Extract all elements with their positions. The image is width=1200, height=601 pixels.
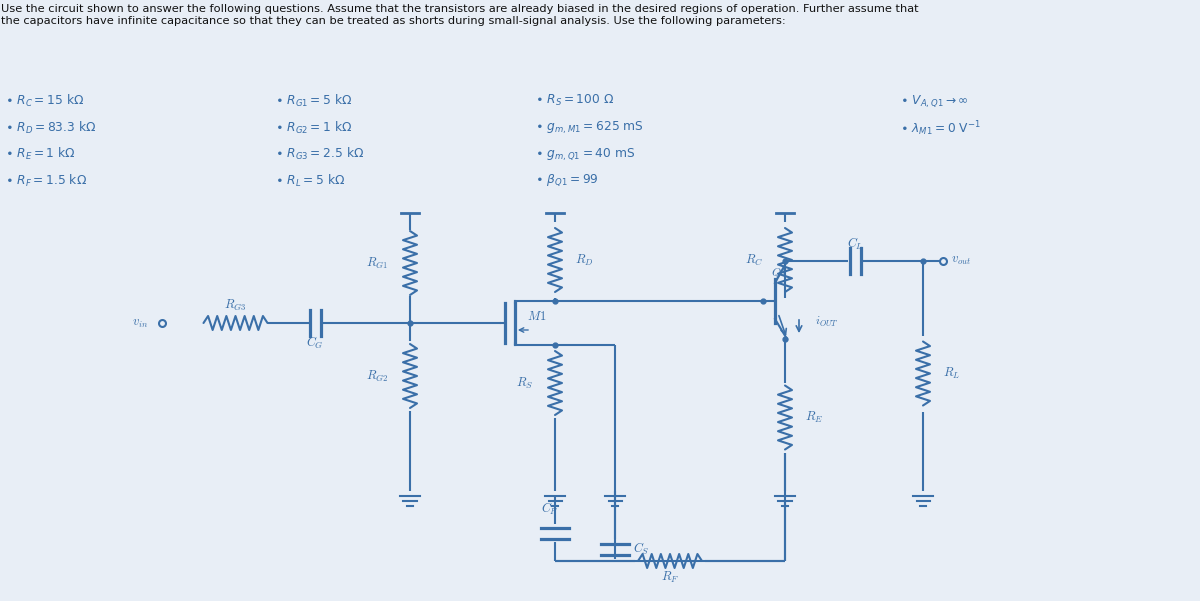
Text: $\bullet\ R_D = 83.3\ \mathrm{k}\Omega$: $\bullet\ R_D = 83.3\ \mathrm{k}\Omega$ (5, 120, 96, 136)
Text: $v_{out}$: $v_{out}$ (952, 254, 971, 267)
Text: $\bullet\ R_C = 15\ \mathrm{k}\Omega$: $\bullet\ R_C = 15\ \mathrm{k}\Omega$ (5, 93, 84, 109)
Text: $\bullet\ \beta_{Q1} = 99$: $\bullet\ \beta_{Q1} = 99$ (535, 172, 599, 188)
Text: $\bullet\ R_F = 1.5\ \mathrm{k}\Omega$: $\bullet\ R_F = 1.5\ \mathrm{k}\Omega$ (5, 172, 88, 189)
Text: Use the circuit shown to answer the following questions. Assume that the transis: Use the circuit shown to answer the foll… (1, 4, 919, 26)
Text: $R_D$: $R_D$ (575, 252, 594, 267)
Text: $M1$: $M1$ (527, 311, 546, 323)
Text: $\bullet\ g_{m,Q1} = 40\ \mathrm{mS}$: $\bullet\ g_{m,Q1} = 40\ \mathrm{mS}$ (535, 146, 635, 162)
Text: $\bullet\ R_{G2} = 1\ \mathrm{k}\Omega$: $\bullet\ R_{G2} = 1\ \mathrm{k}\Omega$ (275, 120, 353, 136)
Text: $R_F$: $R_F$ (661, 569, 679, 585)
Text: $v_{in}$: $v_{in}$ (132, 317, 148, 329)
Text: $R_C$: $R_C$ (745, 252, 763, 267)
Text: $\bullet\ \lambda_{M1} = 0\ \mathrm{V}^{-1}$: $\bullet\ \lambda_{M1} = 0\ \mathrm{V}^{… (900, 120, 982, 138)
Text: $R_{G1}$: $R_{G1}$ (366, 255, 388, 270)
Text: $R_S$: $R_S$ (516, 376, 533, 391)
Text: $C_S$: $C_S$ (634, 541, 649, 557)
Text: $R_{G3}$: $R_{G3}$ (224, 297, 247, 313)
Text: $R_{G2}$: $R_{G2}$ (366, 368, 388, 383)
Text: $\bullet\ V_{A,Q1} \rightarrow \infty$: $\bullet\ V_{A,Q1} \rightarrow \infty$ (900, 93, 968, 109)
Text: $\bullet\ R_L = 5\ \mathrm{k}\Omega$: $\bullet\ R_L = 5\ \mathrm{k}\Omega$ (275, 172, 346, 189)
Text: $\bullet\ R_E = 1\ \mathrm{k}\Omega$: $\bullet\ R_E = 1\ \mathrm{k}\Omega$ (5, 146, 76, 162)
Text: $C_L$: $C_L$ (847, 236, 863, 252)
Text: $\bullet\ R_{G3} = 2.5\ \mathrm{k}\Omega$: $\bullet\ R_{G3} = 2.5\ \mathrm{k}\Omega… (275, 146, 364, 162)
Text: $R_E$: $R_E$ (805, 410, 823, 425)
Text: $\bullet\ R_S = 100\ \Omega$: $\bullet\ R_S = 100\ \Omega$ (535, 93, 614, 108)
Text: $\bullet\ R_{G1} = 5\ \mathrm{k}\Omega$: $\bullet\ R_{G1} = 5\ \mathrm{k}\Omega$ (275, 93, 353, 109)
Text: $i_{OUT}$: $i_{OUT}$ (815, 315, 839, 329)
Text: $C_G$: $C_G$ (306, 335, 324, 351)
Text: $\bullet\ g_{m,M1} = 625\ \mathrm{mS}$: $\bullet\ g_{m,M1} = 625\ \mathrm{mS}$ (535, 120, 643, 136)
Text: $R_L$: $R_L$ (943, 366, 960, 381)
Text: $Q1$: $Q1$ (772, 266, 787, 280)
Text: $C_F$: $C_F$ (541, 501, 559, 517)
